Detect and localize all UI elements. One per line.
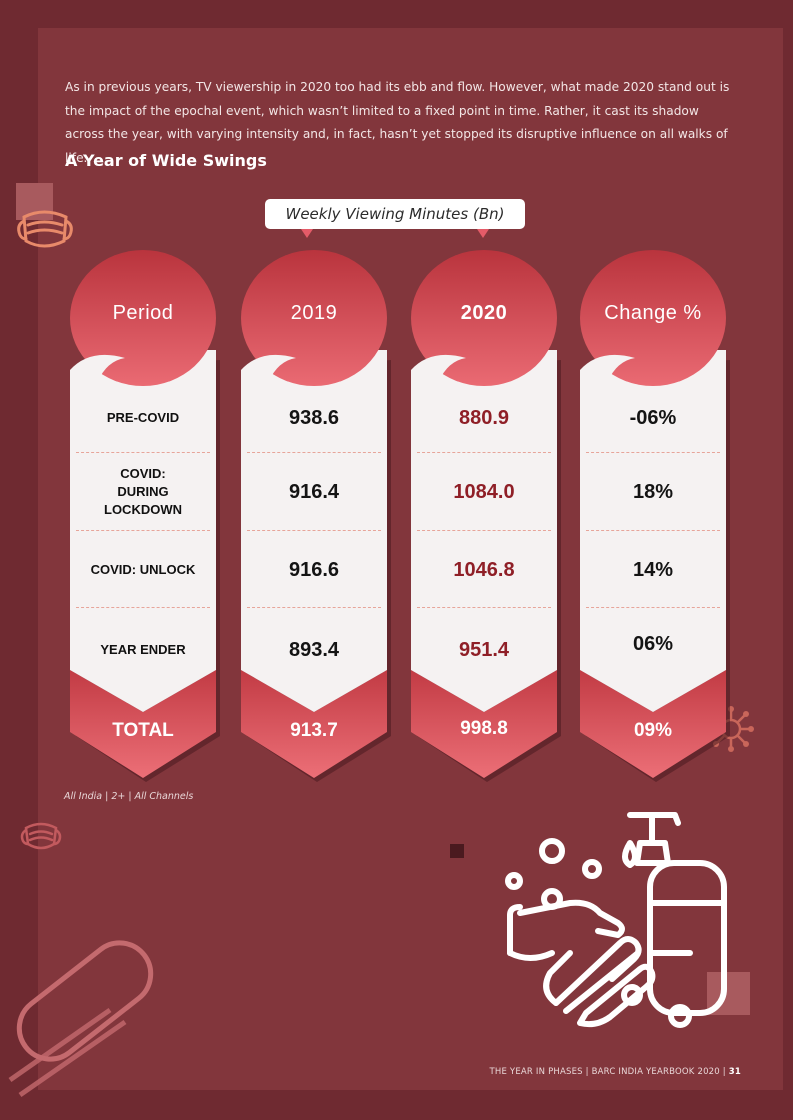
- total-ribbon: [411, 670, 557, 778]
- banner-pointer: [477, 229, 489, 238]
- column-2019: 2019 938.6 916.4 916.6 893.4 913.7: [241, 250, 391, 782]
- intro-paragraph: As in previous years, TV viewership in 2…: [65, 80, 730, 165]
- column-shape: [70, 250, 220, 782]
- total-ribbon: [70, 670, 216, 778]
- total-change: 09%: [633, 720, 673, 741]
- footer-text: THE YEAR IN PHASES | BARC INDIA YEARBOOK…: [489, 1067, 729, 1077]
- total-2020: 998.8: [460, 718, 508, 739]
- value-2020: 1046.8: [453, 558, 515, 581]
- page-number: 31: [728, 1067, 741, 1077]
- header-circle: [580, 250, 726, 386]
- row-divider: [76, 530, 210, 531]
- row-divider: [586, 607, 720, 608]
- column-shape: [241, 250, 391, 782]
- header-circle: [411, 250, 557, 386]
- value-2020: 951.4: [458, 638, 510, 661]
- row-divider: [76, 607, 210, 608]
- row-divider: [586, 452, 720, 453]
- column-2020: 2020 880.9 1084.0 1046.8 951.4 998.8: [411, 250, 561, 782]
- period-label: COVID: DURING LOCKDOWN: [104, 466, 182, 517]
- total-ribbon: [241, 670, 387, 778]
- value-change: 06%: [632, 632, 674, 655]
- value-2019: 916.4: [288, 480, 340, 503]
- row-divider: [586, 530, 720, 531]
- column-body: [70, 350, 216, 712]
- hand-washing-icon: [505, 812, 727, 1028]
- row-divider: [417, 607, 551, 608]
- face-mask-icon: [20, 822, 62, 850]
- row-divider: [247, 530, 381, 531]
- header-2020: 2020: [460, 302, 508, 324]
- header-circle: [241, 250, 387, 386]
- header-curl: [241, 354, 296, 400]
- page-footer: THE YEAR IN PHASES | BARC INDIA YEARBOOK…: [489, 1067, 741, 1077]
- row-divider: [417, 452, 551, 453]
- row-divider: [417, 530, 551, 531]
- value-2019: 938.6: [288, 406, 340, 429]
- footnote: All India | 2+ | All Channels: [64, 791, 194, 802]
- row-divider: [76, 452, 210, 453]
- value-change: 18%: [632, 480, 674, 503]
- row-divider: [247, 607, 381, 608]
- header-curl: [580, 354, 635, 400]
- value-change: 14%: [632, 558, 674, 581]
- header-change: Change %: [604, 302, 702, 324]
- header-period: Period: [112, 302, 174, 324]
- value-2019: 893.4: [288, 638, 340, 661]
- row-divider: [247, 452, 381, 453]
- column-body: [411, 350, 557, 712]
- total-2019: 913.7: [290, 720, 338, 741]
- total-label: TOTAL: [112, 720, 174, 741]
- total-ribbon: [580, 670, 726, 778]
- column-body: [580, 350, 726, 712]
- value-2019: 916.6: [288, 558, 340, 581]
- column-change: Change % -06% 18% 14% 06% 09%: [580, 250, 730, 782]
- value-2020: 1084.0: [453, 480, 515, 503]
- value-change: -06%: [629, 406, 677, 429]
- header-curl: [70, 354, 125, 400]
- period-label: COVID: UNLOCK: [90, 562, 196, 577]
- column-period: Period PRE-COVID COVID: DURING LOCKDOWN …: [70, 250, 220, 782]
- header-curl: [411, 354, 466, 400]
- period-label: PRE-COVID: [106, 410, 180, 425]
- section-title: A Year of Wide Swings: [65, 151, 267, 170]
- header-circle: [70, 250, 216, 386]
- banner-pointer: [301, 229, 313, 238]
- column-shape: [580, 250, 730, 782]
- face-mask-icon: [17, 210, 73, 248]
- value-2020: 880.9: [458, 406, 510, 429]
- header-2019: 2019: [290, 302, 338, 324]
- column-body: [241, 350, 387, 712]
- banner-label: Weekly Viewing Minutes (Bn): [265, 199, 525, 229]
- period-label: YEAR ENDER: [100, 642, 186, 657]
- decor-square: [450, 844, 464, 858]
- bandage-icon: [8, 940, 154, 1098]
- column-shape: [411, 250, 561, 782]
